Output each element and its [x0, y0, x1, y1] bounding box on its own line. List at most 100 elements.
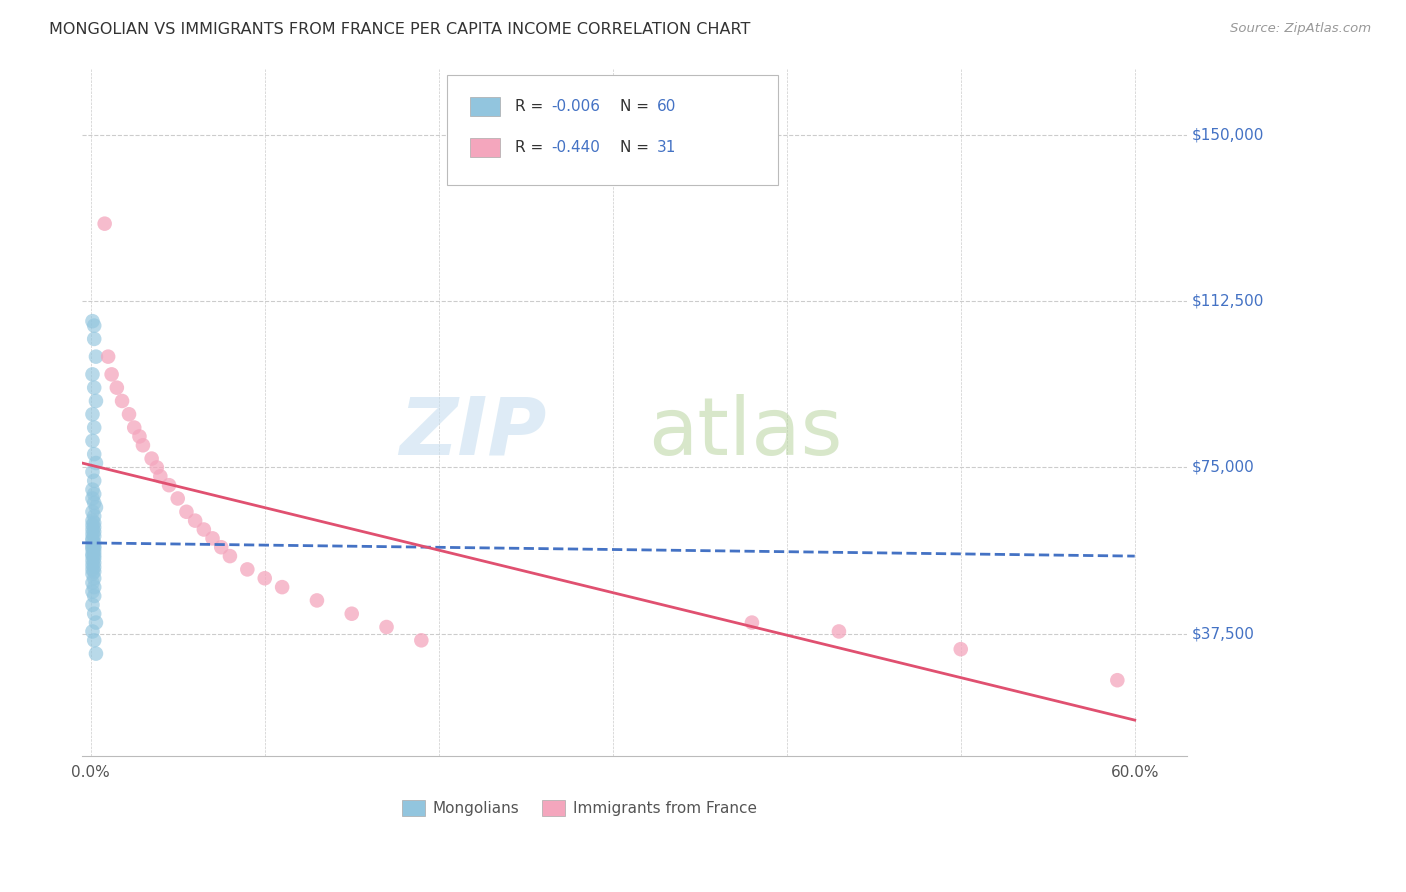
- Legend: Mongolians, Immigrants from France: Mongolians, Immigrants from France: [394, 792, 765, 823]
- Mongolians: [83, 633, 105, 648]
- Mongolians: [84, 350, 107, 364]
- Text: $75,000: $75,000: [1192, 460, 1256, 475]
- Mongolians: [83, 589, 105, 603]
- Immigrants from France: [146, 460, 169, 475]
- Mongolians: [83, 551, 105, 566]
- Mongolians: [82, 558, 104, 572]
- Mongolians: [83, 580, 105, 594]
- Immigrants from France: [184, 514, 207, 528]
- Immigrants from France: [118, 407, 141, 421]
- Mongolians: [83, 516, 105, 530]
- Text: N =: N =: [620, 140, 654, 155]
- Text: N =: N =: [620, 99, 654, 114]
- Mongolians: [82, 562, 104, 576]
- Text: -0.006: -0.006: [551, 99, 600, 114]
- Immigrants from France: [132, 438, 155, 452]
- Mongolians: [82, 368, 104, 382]
- Immigrants from France: [122, 420, 145, 434]
- Immigrants from France: [100, 368, 122, 382]
- Mongolians: [82, 624, 104, 639]
- Mongolians: [82, 514, 104, 528]
- Mongolians: [82, 483, 104, 497]
- Mongolians: [83, 420, 105, 434]
- Mongolians: [83, 571, 105, 585]
- Mongolians: [84, 394, 107, 409]
- Immigrants from France: [411, 633, 433, 648]
- Immigrants from France: [271, 580, 294, 594]
- Text: R =: R =: [515, 99, 548, 114]
- Text: 60: 60: [657, 99, 676, 114]
- Mongolians: [82, 434, 104, 448]
- Text: $112,500: $112,500: [1192, 293, 1264, 309]
- Immigrants from France: [157, 478, 180, 492]
- Mongolians: [82, 598, 104, 612]
- Mongolians: [83, 544, 105, 558]
- Mongolians: [84, 456, 107, 470]
- Mongolians: [83, 529, 105, 543]
- Immigrants from France: [828, 624, 851, 639]
- Mongolians: [83, 539, 105, 553]
- Immigrants from France: [166, 491, 188, 506]
- Immigrants from France: [236, 562, 259, 576]
- Immigrants from France: [219, 549, 242, 563]
- Mongolians: [82, 523, 104, 537]
- Immigrants from France: [375, 620, 398, 634]
- Mongolians: [83, 565, 105, 579]
- Mongolians: [83, 560, 105, 574]
- Immigrants from France: [741, 615, 763, 630]
- Mongolians: [84, 500, 107, 515]
- Text: $37,500: $37,500: [1192, 626, 1256, 641]
- Mongolians: [82, 538, 104, 552]
- Text: -0.440: -0.440: [551, 140, 600, 155]
- Mongolians: [82, 532, 104, 546]
- Text: $150,000: $150,000: [1192, 128, 1264, 143]
- FancyBboxPatch shape: [447, 76, 778, 186]
- Mongolians: [82, 527, 104, 541]
- Immigrants from France: [141, 451, 163, 466]
- Mongolians: [82, 465, 104, 479]
- Immigrants from France: [305, 593, 328, 607]
- Immigrants from France: [209, 540, 232, 554]
- Mongolians: [84, 647, 107, 661]
- Mongolians: [84, 615, 107, 630]
- Mongolians: [83, 556, 105, 570]
- Mongolians: [83, 509, 105, 524]
- Immigrants from France: [949, 642, 972, 657]
- Mongolians: [83, 474, 105, 488]
- Text: MONGOLIAN VS IMMIGRANTS FROM FRANCE PER CAPITA INCOME CORRELATION CHART: MONGOLIAN VS IMMIGRANTS FROM FRANCE PER …: [49, 22, 751, 37]
- Immigrants from France: [253, 571, 276, 585]
- FancyBboxPatch shape: [470, 138, 499, 157]
- Immigrants from France: [93, 217, 115, 231]
- Mongolians: [83, 541, 105, 555]
- Mongolians: [82, 542, 104, 557]
- Mongolians: [82, 491, 104, 506]
- Text: R =: R =: [515, 140, 548, 155]
- Immigrants from France: [128, 429, 150, 443]
- Mongolians: [82, 518, 104, 533]
- Immigrants from France: [201, 532, 224, 546]
- Mongolians: [83, 536, 105, 550]
- Mongolians: [82, 575, 104, 590]
- Mongolians: [82, 407, 104, 421]
- Immigrants from France: [340, 607, 363, 621]
- Immigrants from France: [105, 381, 128, 395]
- Mongolians: [83, 381, 105, 395]
- Immigrants from France: [111, 394, 134, 409]
- Text: 31: 31: [657, 140, 676, 155]
- FancyBboxPatch shape: [470, 97, 499, 116]
- Mongolians: [83, 318, 105, 333]
- Mongolians: [82, 584, 104, 599]
- Mongolians: [83, 496, 105, 510]
- Immigrants from France: [193, 523, 215, 537]
- Immigrants from France: [176, 505, 198, 519]
- Mongolians: [82, 566, 104, 581]
- Mongolians: [83, 487, 105, 501]
- Mongolians: [82, 549, 104, 563]
- Mongolians: [83, 520, 105, 534]
- Mongolians: [82, 314, 104, 328]
- Text: Source: ZipAtlas.com: Source: ZipAtlas.com: [1230, 22, 1371, 36]
- Mongolians: [83, 332, 105, 346]
- Mongolians: [82, 505, 104, 519]
- Immigrants from France: [97, 350, 120, 364]
- Text: ZIP: ZIP: [399, 393, 546, 472]
